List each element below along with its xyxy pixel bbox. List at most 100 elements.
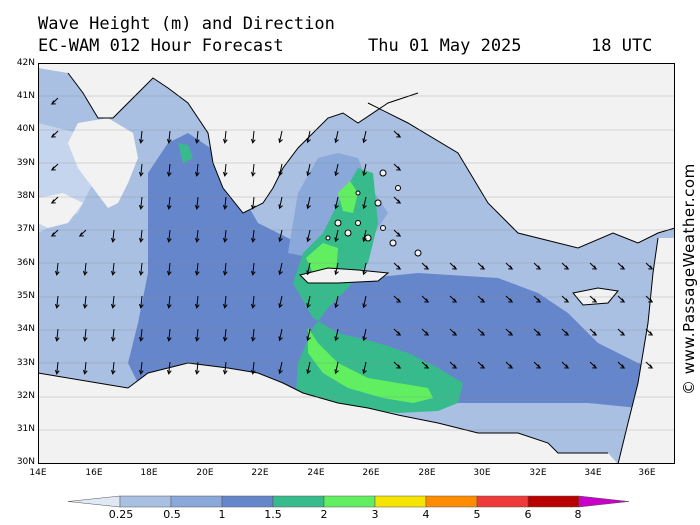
- lat-label: 40N: [16, 124, 35, 134]
- direction-arrow: [393, 361, 402, 369]
- direction-arrow: [589, 328, 598, 336]
- lat-label: 37N: [16, 224, 35, 234]
- direction-arrow: [250, 262, 256, 276]
- direction-arrow: [421, 361, 430, 369]
- legend-swatch: [68, 495, 121, 508]
- direction-arrow: [533, 361, 542, 369]
- land-north: [38, 63, 675, 213]
- wave-direction-arrows: [50, 97, 654, 375]
- direction-arrow: [362, 196, 367, 210]
- direction-arrow: [645, 328, 654, 336]
- direction-arrow: [645, 262, 654, 270]
- direction-arrow: [250, 328, 256, 342]
- direction-arrow: [421, 262, 430, 270]
- direction-arrow: [589, 262, 598, 270]
- direction-arrow: [589, 295, 598, 303]
- direction-arrow: [334, 295, 339, 309]
- direction-arrow: [362, 361, 367, 375]
- direction-arrow: [334, 262, 339, 276]
- direction-arrow: [50, 196, 59, 204]
- direction-arrow: [477, 328, 486, 336]
- direction-arrow: [222, 262, 228, 276]
- direction-arrow: [110, 262, 116, 276]
- lon-label: 28E: [418, 468, 436, 478]
- direction-arrow: [278, 163, 283, 177]
- legend-swatch: [323, 495, 376, 508]
- direction-arrow: [617, 262, 626, 270]
- graticule: [38, 95, 675, 431]
- direction-arrow: [334, 196, 339, 210]
- direction-arrow: [278, 361, 283, 375]
- direction-arrow: [533, 328, 542, 336]
- direction-arrow: [533, 295, 542, 303]
- direction-arrow: [50, 229, 59, 237]
- direction-arrow: [166, 295, 172, 309]
- direction-arrow: [78, 229, 87, 237]
- direction-arrow: [617, 361, 626, 369]
- direction-arrow: [166, 196, 172, 210]
- direction-arrow: [54, 328, 60, 342]
- direction-arrow: [561, 262, 570, 270]
- legend-label: 4: [422, 508, 430, 521]
- wave-zone-2-3m-libya: [308, 328, 433, 403]
- direction-arrow: [222, 295, 228, 309]
- direction-arrow: [561, 295, 570, 303]
- direction-arrow: [334, 361, 339, 375]
- direction-arrow: [50, 130, 59, 138]
- direction-arrow: [138, 229, 144, 243]
- map-frame: [38, 63, 675, 464]
- legend-swatch: [221, 495, 274, 508]
- legend-label: 1: [218, 508, 226, 521]
- direction-arrow: [54, 361, 60, 375]
- aegean-islands: [325, 169, 422, 257]
- lat-label: 36N: [16, 258, 35, 268]
- direction-arrow: [393, 163, 402, 171]
- direction-arrow: [393, 295, 402, 303]
- direction-arrow: [222, 361, 228, 375]
- direction-arrow: [421, 328, 430, 336]
- legend-swatch: [425, 495, 478, 508]
- lat-label: 32N: [16, 391, 35, 401]
- direction-arrow: [110, 361, 116, 375]
- wave-zone-1-5-2m: [293, 168, 463, 413]
- direction-arrow: [362, 262, 367, 276]
- lat-label: 41N: [16, 91, 35, 101]
- direction-arrow: [477, 295, 486, 303]
- direction-arrow: [110, 328, 116, 342]
- map-title: Wave Height (m) and Direction: [38, 14, 335, 34]
- direction-arrow: [393, 196, 402, 204]
- lon-label: 16E: [85, 468, 103, 478]
- forecast-date: Thu 01 May 2025: [368, 36, 522, 56]
- wave-zone-1-1-5m: [128, 133, 675, 433]
- lat-label: 34N: [16, 324, 35, 334]
- lon-label: 14E: [29, 468, 47, 478]
- direction-arrow: [278, 328, 283, 342]
- direction-arrow: [82, 328, 88, 342]
- wave-map-canvas: [38, 63, 675, 464]
- direction-arrow: [449, 262, 458, 270]
- direction-arrow: [222, 328, 228, 342]
- coast-africa: [38, 362, 608, 454]
- legend-swatch: [527, 495, 580, 508]
- legend-swatch: [272, 495, 325, 508]
- legend-label: 8: [574, 508, 582, 521]
- direction-arrow: [393, 229, 402, 237]
- forecast-subtitle: EC-WAM 012 Hour Forecast Thu 01 May 2025…: [38, 36, 660, 116]
- land-sicily: [38, 193, 83, 228]
- direction-arrow: [393, 328, 402, 336]
- direction-arrow: [362, 328, 367, 342]
- direction-arrow: [393, 130, 402, 138]
- wave-map: [38, 63, 675, 464]
- legend-swatch: [476, 495, 529, 508]
- direction-arrow: [250, 130, 256, 144]
- direction-arrow: [166, 130, 172, 144]
- direction-arrow: [306, 361, 311, 375]
- direction-arrow: [561, 361, 570, 369]
- direction-arrow: [250, 295, 256, 309]
- lat-label: 39N: [16, 158, 35, 168]
- direction-arrow: [449, 361, 458, 369]
- lon-label: 30E: [473, 468, 491, 478]
- direction-arrow: [645, 295, 654, 303]
- direction-arrow: [334, 130, 339, 144]
- legend-swatch: [374, 495, 427, 508]
